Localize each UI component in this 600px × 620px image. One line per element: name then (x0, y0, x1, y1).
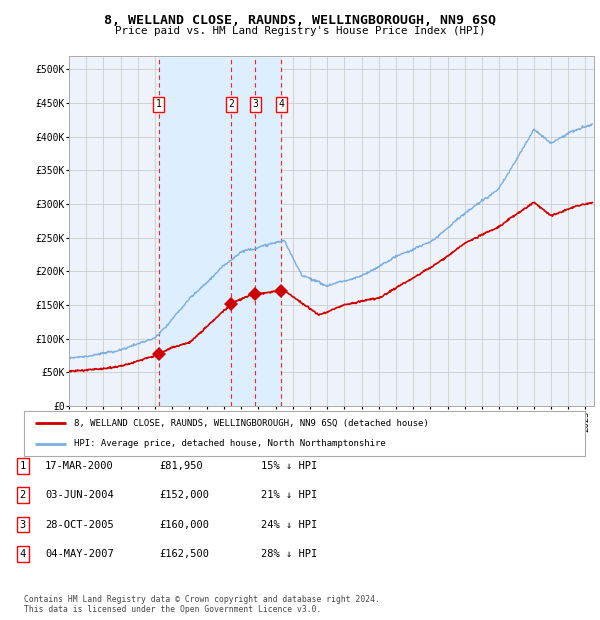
Text: Price paid vs. HM Land Registry's House Price Index (HPI): Price paid vs. HM Land Registry's House … (115, 26, 485, 36)
Text: £81,950: £81,950 (159, 461, 203, 471)
Text: 17-MAR-2000: 17-MAR-2000 (45, 461, 114, 471)
Text: HPI: Average price, detached house, North Northamptonshire: HPI: Average price, detached house, Nort… (74, 439, 386, 448)
Text: This data is licensed under the Open Government Licence v3.0.: This data is licensed under the Open Gov… (24, 604, 322, 614)
Text: 2: 2 (228, 99, 234, 109)
Text: 4: 4 (20, 549, 26, 559)
Text: 4: 4 (278, 99, 284, 109)
Text: 28-OCT-2005: 28-OCT-2005 (45, 520, 114, 529)
Text: 04-MAY-2007: 04-MAY-2007 (45, 549, 114, 559)
Text: 2: 2 (20, 490, 26, 500)
Bar (158, 56, 281, 406)
Text: 28% ↓ HPI: 28% ↓ HPI (261, 549, 317, 559)
Text: £152,000: £152,000 (159, 490, 209, 500)
Text: £160,000: £160,000 (159, 520, 209, 529)
Text: 21% ↓ HPI: 21% ↓ HPI (261, 490, 317, 500)
Text: 24% ↓ HPI: 24% ↓ HPI (261, 520, 317, 529)
Text: 15% ↓ HPI: 15% ↓ HPI (261, 461, 317, 471)
Text: Contains HM Land Registry data © Crown copyright and database right 2024.: Contains HM Land Registry data © Crown c… (24, 595, 380, 604)
Text: £162,500: £162,500 (159, 549, 209, 559)
Text: 03-JUN-2004: 03-JUN-2004 (45, 490, 114, 500)
Text: 1: 1 (156, 99, 161, 109)
Text: 3: 3 (253, 99, 258, 109)
Text: 8, WELLAND CLOSE, RAUNDS, WELLINGBOROUGH, NN9 6SQ: 8, WELLAND CLOSE, RAUNDS, WELLINGBOROUGH… (104, 14, 496, 27)
Text: 8, WELLAND CLOSE, RAUNDS, WELLINGBOROUGH, NN9 6SQ (detached house): 8, WELLAND CLOSE, RAUNDS, WELLINGBOROUGH… (74, 418, 429, 428)
Text: 3: 3 (20, 520, 26, 529)
Text: 1: 1 (20, 461, 26, 471)
